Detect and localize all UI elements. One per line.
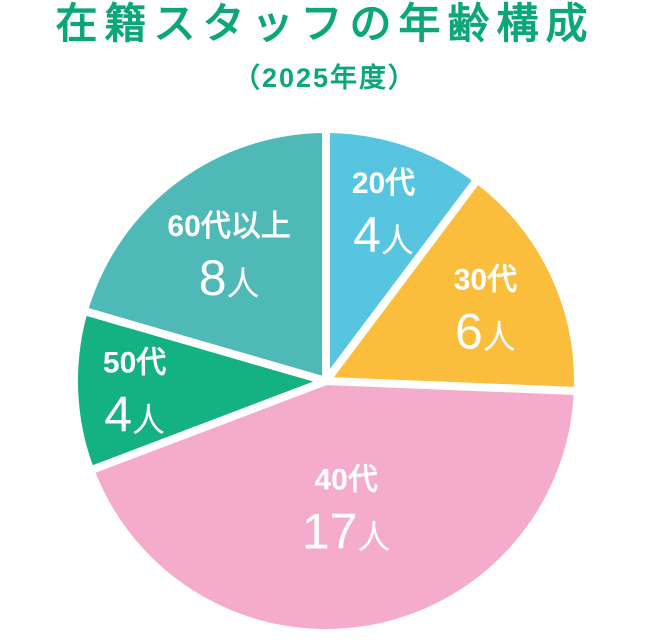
pie-slice-40s [86, 377, 582, 637]
slice-label-40s: 40代 [315, 463, 378, 496]
pie-slice-50s [70, 306, 330, 475]
pie-slice-30s [322, 175, 582, 396]
slice-value-20s: 4人 [353, 207, 414, 263]
slice-value-40s: 17人 [302, 503, 391, 559]
slice-value-50s: 4人 [104, 387, 165, 443]
pie-slice-20s [322, 125, 482, 385]
pie-slice-60s-plus [79, 125, 330, 385]
slice-label-20s: 20代 [352, 167, 415, 200]
slice-value-30s: 6人 [455, 303, 516, 359]
slice-label-30s: 30代 [454, 263, 517, 296]
slice-label-50s: 50代 [103, 347, 166, 380]
slice-label-60s-plus: 60代以上 [167, 210, 290, 243]
slice-value-60s-plus: 8人 [199, 250, 260, 306]
